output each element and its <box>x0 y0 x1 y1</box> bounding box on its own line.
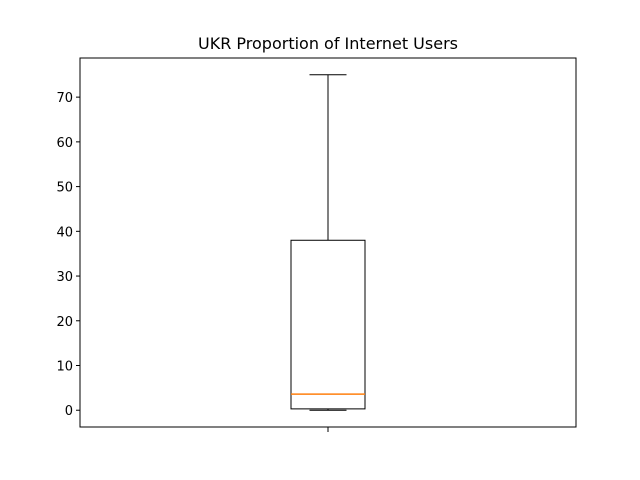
box-series <box>290 74 366 411</box>
chart-title: UKR Proportion of Internet Users <box>198 34 458 53</box>
y-tick-label: 50 <box>56 181 73 196</box>
y-tick-label: 30 <box>56 270 73 285</box>
y-tick-label: 0 <box>65 404 73 419</box>
y-tick-label: 60 <box>56 136 73 151</box>
y-tick-label: 10 <box>56 360 73 375</box>
y-tick-label: 20 <box>56 315 73 330</box>
y-tick-label: 70 <box>56 91 73 106</box>
y-axis: 0 10 20 30 40 50 60 70 <box>56 91 80 419</box>
y-tick-label: 40 <box>56 225 73 240</box>
interquartile-box <box>290 239 366 410</box>
